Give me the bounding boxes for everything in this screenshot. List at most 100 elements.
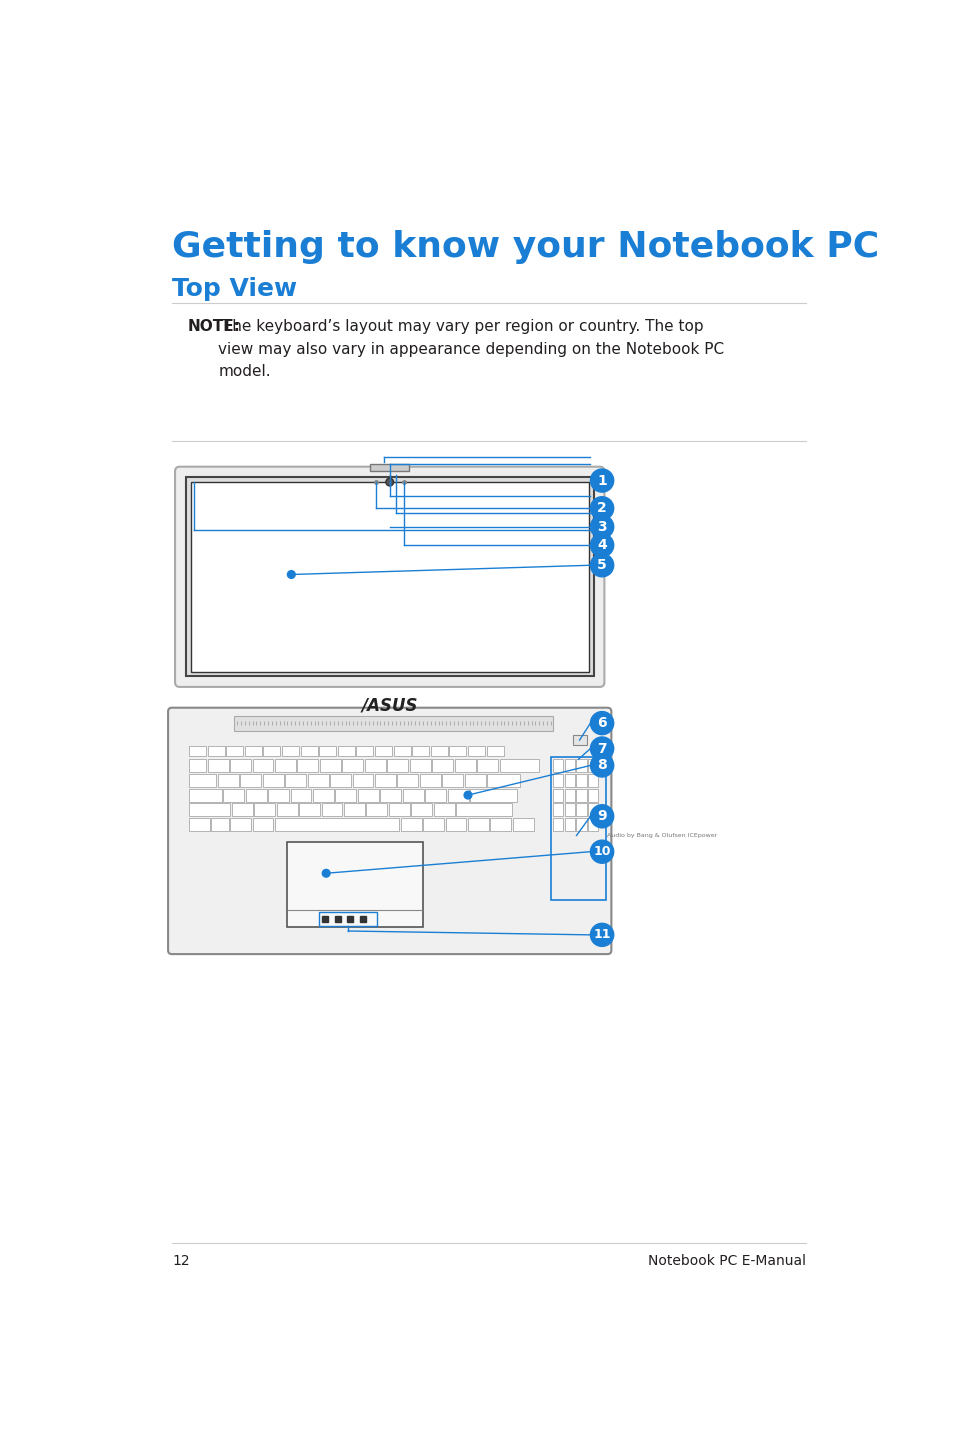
Bar xyxy=(245,788,266,801)
Circle shape xyxy=(590,923,613,946)
FancyBboxPatch shape xyxy=(168,707,611,953)
Text: 10: 10 xyxy=(593,846,610,858)
Bar xyxy=(245,746,261,756)
Bar xyxy=(487,774,519,787)
Bar xyxy=(313,788,334,801)
Bar xyxy=(553,788,562,801)
Bar xyxy=(366,804,387,817)
Bar xyxy=(342,759,363,772)
Text: Getting to know your Notebook PC: Getting to know your Notebook PC xyxy=(172,230,878,265)
Bar xyxy=(553,774,562,787)
Bar xyxy=(298,804,319,817)
Bar xyxy=(576,818,586,831)
Circle shape xyxy=(590,554,613,577)
Text: 1: 1 xyxy=(597,473,606,487)
Bar xyxy=(274,818,398,831)
Circle shape xyxy=(590,754,613,777)
Bar xyxy=(217,774,238,787)
Bar xyxy=(268,788,289,801)
Bar xyxy=(432,759,453,772)
Bar xyxy=(230,759,251,772)
Bar xyxy=(208,759,229,772)
Text: 12: 12 xyxy=(172,1254,190,1268)
Text: 3: 3 xyxy=(597,519,606,533)
Bar xyxy=(387,759,408,772)
Bar xyxy=(442,774,463,787)
Bar xyxy=(447,788,468,801)
Bar xyxy=(553,759,562,772)
Circle shape xyxy=(464,791,472,800)
Bar xyxy=(319,759,340,772)
Bar xyxy=(253,759,274,772)
Bar xyxy=(564,818,575,831)
Circle shape xyxy=(590,736,613,761)
Bar xyxy=(394,746,410,756)
Bar xyxy=(282,746,298,756)
Bar xyxy=(550,756,605,900)
Bar xyxy=(419,774,440,787)
Text: 2: 2 xyxy=(597,502,606,515)
Bar xyxy=(365,759,385,772)
Bar xyxy=(587,759,598,772)
Bar xyxy=(412,746,429,756)
Bar xyxy=(344,804,365,817)
Circle shape xyxy=(590,469,613,492)
Bar xyxy=(564,774,575,787)
Bar xyxy=(253,804,274,817)
Text: Top View: Top View xyxy=(172,276,296,301)
Bar xyxy=(287,843,422,928)
Bar xyxy=(445,818,466,831)
Bar xyxy=(486,746,503,756)
Circle shape xyxy=(590,840,613,863)
Bar xyxy=(212,818,229,831)
Bar xyxy=(402,788,423,801)
Bar xyxy=(208,746,224,756)
Text: /ASUS: /ASUS xyxy=(361,696,417,715)
Text: 11: 11 xyxy=(593,929,610,942)
Text: 7: 7 xyxy=(597,742,606,755)
Text: 9: 9 xyxy=(597,810,606,824)
Bar xyxy=(434,804,455,817)
Bar xyxy=(564,759,575,772)
Bar xyxy=(191,482,588,672)
Bar xyxy=(330,774,351,787)
Circle shape xyxy=(590,712,613,735)
Bar xyxy=(431,746,447,756)
Bar xyxy=(564,804,575,817)
Text: 5: 5 xyxy=(597,558,606,572)
Bar xyxy=(263,746,280,756)
Bar xyxy=(226,746,243,756)
Bar xyxy=(189,746,206,756)
Bar xyxy=(587,818,598,831)
Text: 6: 6 xyxy=(597,716,606,731)
Bar xyxy=(422,818,443,831)
Bar xyxy=(380,788,401,801)
Bar xyxy=(321,804,342,817)
Bar xyxy=(564,788,575,801)
Bar xyxy=(370,463,409,472)
Bar xyxy=(456,804,512,817)
Circle shape xyxy=(287,571,294,578)
Bar xyxy=(291,788,311,801)
Bar xyxy=(553,804,562,817)
Bar xyxy=(411,804,432,817)
Text: 4: 4 xyxy=(597,538,606,552)
Bar xyxy=(262,774,283,787)
Text: 8: 8 xyxy=(597,758,606,772)
Bar xyxy=(587,804,598,817)
Bar xyxy=(276,804,297,817)
Bar xyxy=(400,818,421,831)
Bar xyxy=(353,774,373,787)
Bar xyxy=(319,912,377,926)
Text: NOTE:: NOTE: xyxy=(187,319,240,334)
Bar xyxy=(513,818,534,831)
Bar xyxy=(425,788,446,801)
Bar xyxy=(357,788,378,801)
Bar xyxy=(464,774,485,787)
Bar xyxy=(468,818,488,831)
Bar xyxy=(274,759,295,772)
Bar xyxy=(576,788,586,801)
Bar xyxy=(356,746,373,756)
Bar xyxy=(300,746,317,756)
Bar xyxy=(576,774,586,787)
